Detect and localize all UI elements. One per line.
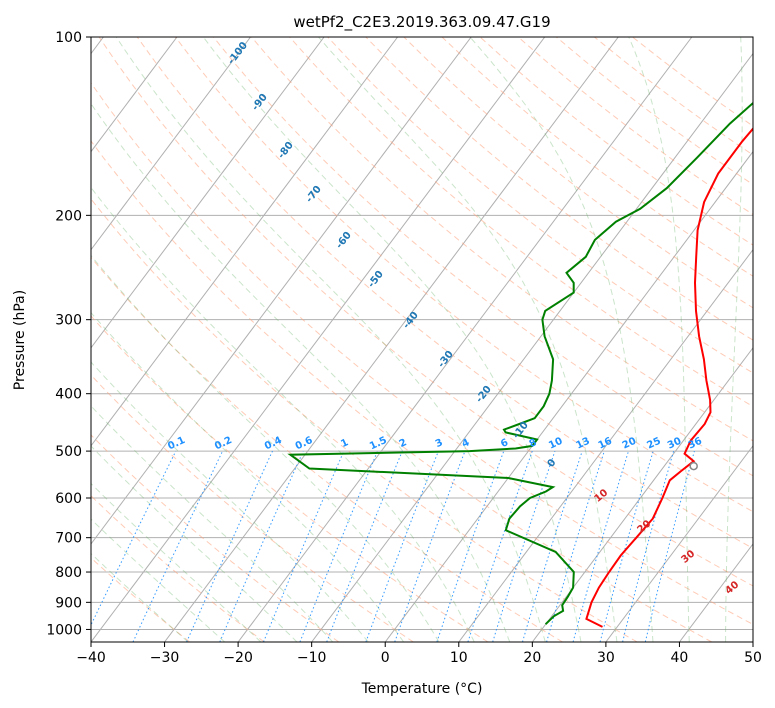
y-tick-label: 100 — [55, 30, 82, 46]
dry-adiabat — [136, 37, 753, 549]
y-tick-label: 500 — [55, 444, 82, 460]
moist-adiabat — [91, 405, 334, 642]
moist-adiabat — [91, 102, 511, 642]
x-tick-label: −40 — [76, 650, 106, 666]
moist-adiabat — [628, 37, 690, 642]
mixing-ratio-line — [644, 450, 695, 642]
y-axis-label: Pressure (hPa) — [12, 290, 28, 390]
isotherm — [91, 37, 399, 447]
dry-adiabat — [91, 374, 414, 642]
dry-adiabat — [403, 37, 753, 309]
mixing-ratio-label: 4 — [460, 437, 471, 450]
x-tick-label: 40 — [671, 650, 689, 666]
isotherm — [91, 37, 472, 545]
mixing-ratio-line — [546, 450, 605, 642]
x-tick-label: 30 — [597, 650, 615, 666]
moist-adiabat — [91, 186, 475, 642]
dewpoint-line — [287, 101, 753, 625]
x-tick-label: 10 — [450, 650, 468, 666]
mixing-ratio-line — [186, 450, 273, 642]
moist-adiabat — [91, 518, 226, 642]
moist-adiabat — [469, 37, 654, 642]
moist-adiabat — [115, 37, 546, 642]
moist-adiabat — [318, 37, 618, 642]
mixing-ratio-line — [394, 450, 466, 642]
isotherm — [531, 346, 753, 642]
y-tick-label: 300 — [55, 313, 82, 329]
x-tick-label: 20 — [523, 650, 541, 666]
isotherm — [91, 37, 178, 153]
mixing-ratio-label: 36 — [687, 436, 704, 452]
moist-adiabat — [91, 311, 405, 642]
x-axis-ticks: −40 −30 −20 −10 0 10 20 30 40 50 — [76, 642, 762, 666]
y-tick-label: 900 — [55, 595, 82, 611]
plot-frame — [90, 36, 754, 643]
y-tick-label: 700 — [55, 531, 82, 547]
moist-adiabat — [725, 37, 743, 642]
y-tick-label: 200 — [55, 208, 82, 224]
mixing-ratio-label: 16 — [597, 436, 614, 452]
x-axis-label: Temperature (°C) — [361, 681, 483, 697]
mixing-ratio-line — [263, 450, 345, 642]
mixing-ratio-label: 2 — [398, 437, 409, 450]
isotherm — [91, 37, 251, 251]
dry-adiabat — [174, 37, 753, 513]
mixing-ratio-line — [492, 450, 556, 642]
x-tick-label: −20 — [223, 650, 253, 666]
y-tick-label: 800 — [55, 565, 82, 581]
mixing-ratio-line — [572, 450, 629, 642]
mixing-ratio-line — [599, 450, 654, 642]
x-tick-label: −10 — [297, 650, 327, 666]
temperature-line — [585, 127, 753, 628]
moist-adiabat — [91, 445, 298, 642]
x-tick-label: 0 — [381, 650, 390, 666]
mixing-ratio-label: 20 — [621, 436, 638, 452]
moist-adiabat — [91, 552, 189, 642]
moist-adiabat — [91, 361, 369, 642]
mixing-ratio-line — [299, 450, 378, 642]
mixing-ratio-label: 25 — [645, 436, 662, 452]
dry-adiabat — [251, 37, 753, 442]
isotherm — [237, 37, 693, 642]
mixing-ratio-label: 10 — [547, 436, 564, 452]
dry-adiabat — [213, 37, 753, 477]
mixing-ratio-line — [365, 450, 439, 642]
y-axis-ticks: 100 200 300 400 500 600 700 800 900 1000 — [46, 30, 91, 638]
mixing-ratio-label: 3 — [434, 437, 445, 450]
y-tick-label: 600 — [55, 491, 82, 507]
mixing-ratio-line — [91, 450, 177, 627]
dry-adiabat — [91, 256, 563, 642]
isotherm — [91, 37, 325, 349]
mixing-ratio-label: 30 — [666, 436, 683, 452]
x-tick-label: −30 — [150, 650, 180, 666]
isotherm — [91, 37, 546, 642]
y-tick-label: 1000 — [46, 622, 82, 638]
isotherm — [458, 248, 753, 642]
series-lines — [287, 101, 753, 628]
mixing-ratio-label: 8 — [528, 437, 539, 450]
mixing-ratio-label: 1 — [339, 437, 350, 450]
x-tick-label: 50 — [744, 650, 762, 666]
isotherm — [384, 150, 753, 642]
y-tick-label: 400 — [55, 387, 82, 403]
mixing-ratio-line — [436, 450, 505, 642]
lcl-marker — [689, 461, 698, 471]
mixing-ratio-label: 13 — [574, 436, 591, 452]
mixing-ratio-line — [522, 450, 583, 642]
mixing-ratio-line — [326, 450, 403, 642]
mixing-ratio-label: 6 — [499, 437, 510, 450]
dry-adiabat — [289, 37, 753, 408]
moist-adiabat — [202, 37, 582, 642]
moist-adiabat — [91, 482, 262, 642]
background-lines — [91, 37, 753, 642]
mixing-ratio-line — [622, 450, 675, 642]
mixing-ratio-line — [219, 450, 304, 642]
mixing-ratio-line — [467, 450, 533, 642]
chart-title: wetPf2_C2E3.2019.363.09.47.G19 — [293, 13, 550, 32]
isotherm — [164, 37, 619, 642]
isotherm — [605, 445, 753, 642]
